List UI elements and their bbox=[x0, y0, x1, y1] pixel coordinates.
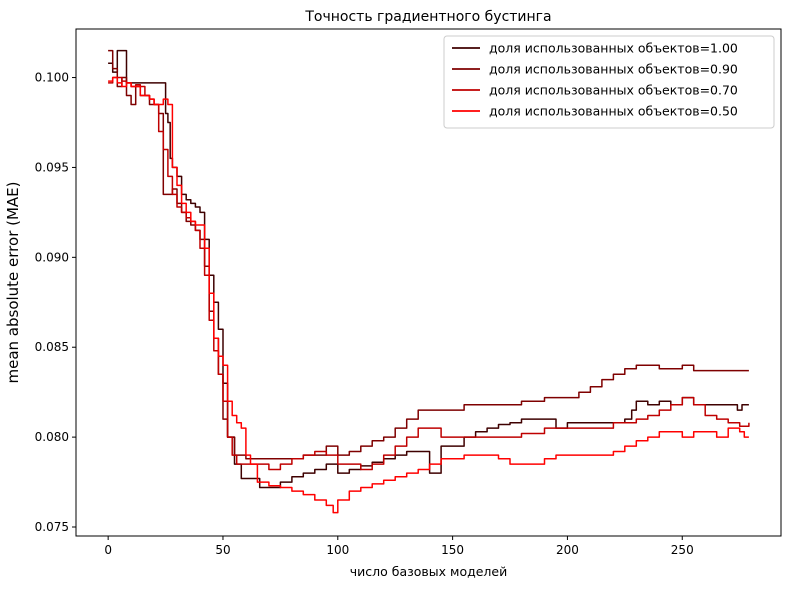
x-tick-label: 100 bbox=[326, 543, 349, 557]
legend-label-2: доля использованных объектов=0.90 bbox=[489, 62, 738, 77]
series-line-1 bbox=[108, 49, 749, 489]
x-tick-label: 0 bbox=[104, 543, 112, 557]
legend-label-3: доля использованных объектов=0.70 bbox=[489, 83, 738, 98]
legend: доля использованных объектов=1.00 доля ис… bbox=[443, 35, 775, 129]
y-tick-label: 0.100 bbox=[35, 71, 69, 85]
series-line-4 bbox=[108, 76, 749, 514]
x-tick-label: 50 bbox=[215, 543, 230, 557]
y-axis-title: mean absolute error (MAE) bbox=[4, 181, 22, 383]
legend-label-1: доля использованных объектов=1.00 bbox=[489, 41, 738, 56]
y-axis: 0.075 0.080 0.085 0.090 0.095 0.100 bbox=[35, 71, 76, 534]
y-tick-label: 0.095 bbox=[35, 160, 69, 174]
series-line-3 bbox=[108, 76, 750, 471]
y-tick-label: 0.090 bbox=[35, 250, 69, 264]
x-tick-label: 200 bbox=[556, 543, 579, 557]
x-axis-title: число базовых моделей bbox=[350, 564, 507, 579]
y-tick-label: 0.080 bbox=[35, 430, 69, 444]
plot-area bbox=[108, 49, 750, 514]
y-tick-label: 0.085 bbox=[35, 340, 69, 354]
legend-label-4: доля использованных объектов=0.50 bbox=[489, 104, 738, 119]
x-tick-label: 250 bbox=[671, 543, 694, 557]
x-tick-label: 150 bbox=[441, 543, 464, 557]
plot-frame bbox=[75, 28, 782, 537]
y-tick-label: 0.075 bbox=[35, 520, 69, 534]
chart-title: Точность градиентного бустинга bbox=[304, 9, 551, 25]
x-axis: 0 50 100 150 200 250 bbox=[104, 536, 694, 557]
legend-box bbox=[443, 35, 775, 129]
